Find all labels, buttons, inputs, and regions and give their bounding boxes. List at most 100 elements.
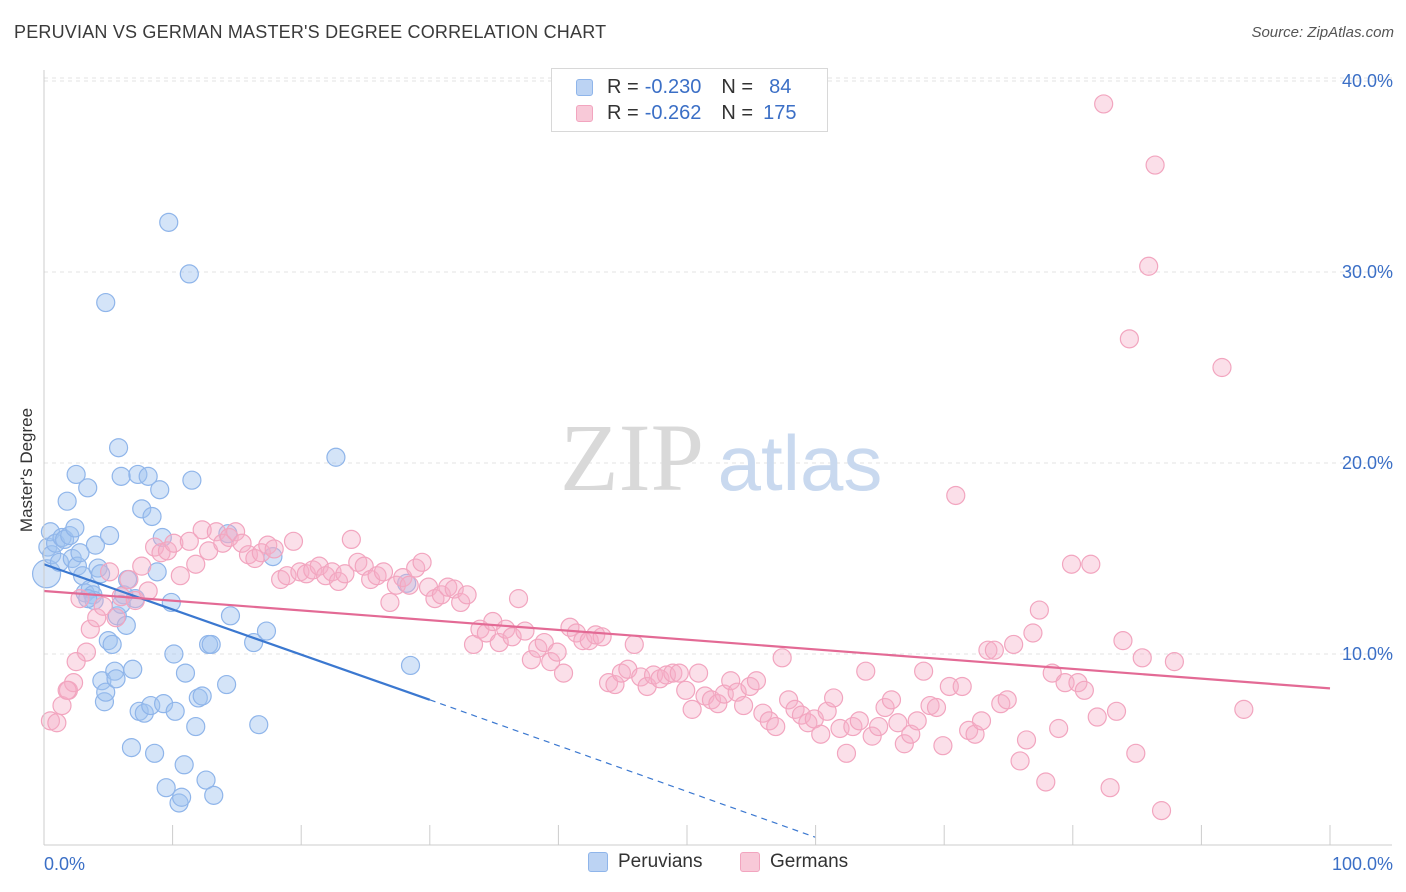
german-point xyxy=(708,694,728,714)
german-point xyxy=(170,566,190,586)
x-tick-label-1: 100.0% xyxy=(1332,854,1393,874)
german-point xyxy=(138,581,158,601)
german-point xyxy=(836,743,857,763)
german-point xyxy=(1106,701,1127,721)
german-point xyxy=(688,663,709,683)
german-point xyxy=(914,661,934,681)
german-point xyxy=(721,671,741,691)
german-point xyxy=(534,632,554,653)
german-point xyxy=(849,711,869,731)
german-point xyxy=(373,562,394,582)
peruvian-point xyxy=(134,703,154,723)
german-point xyxy=(1068,673,1088,693)
chart-title: PERUVIAN VS GERMAN MASTER'S DEGREE CORRE… xyxy=(14,22,607,42)
german-point xyxy=(1049,718,1069,739)
german-point xyxy=(592,627,612,647)
peruvian-point xyxy=(156,778,176,798)
peruvian-point xyxy=(182,470,202,490)
german-point xyxy=(515,621,535,641)
peruvian-point xyxy=(57,491,77,511)
series-label-germans: Germans xyxy=(770,851,849,872)
german-point xyxy=(192,520,212,540)
german-point xyxy=(952,676,972,697)
peruvian-point xyxy=(65,518,85,538)
german-point xyxy=(264,539,284,559)
german-point xyxy=(87,608,107,628)
series-legend-germans[interactable]: Germans xyxy=(740,851,848,873)
peruvian-point xyxy=(116,615,136,635)
german-point xyxy=(881,690,902,710)
peruvian-point xyxy=(85,535,106,555)
german-point xyxy=(1139,256,1159,276)
german-point xyxy=(669,663,689,683)
peruvian-point xyxy=(400,655,421,676)
german-point xyxy=(380,592,400,613)
peruvian-point xyxy=(92,671,112,691)
peruvian-trend-line xyxy=(43,563,431,701)
german-point xyxy=(80,619,100,639)
peruvian-point xyxy=(256,621,277,641)
german-point xyxy=(1023,623,1043,643)
german-point xyxy=(508,589,529,609)
y-tick-label-1: 20.0% xyxy=(1342,453,1393,473)
legend-n-value-germans: 175 xyxy=(763,101,797,124)
german-point xyxy=(47,713,67,733)
peruvian-point xyxy=(150,480,170,500)
german-point xyxy=(1151,801,1172,821)
peruvian-point xyxy=(123,659,143,679)
german-point xyxy=(1016,730,1037,750)
german-point xyxy=(1234,699,1254,719)
german-point xyxy=(277,566,297,586)
german-point xyxy=(186,554,206,574)
german-point xyxy=(251,543,271,563)
legend-n-label: N = xyxy=(721,75,754,98)
peruvian-point xyxy=(132,499,152,519)
axis-layer: 10.0% 20.0% 30.0% 40.0% 0.0% 100.0% xyxy=(43,70,1393,874)
peruvian-point xyxy=(174,755,194,775)
german-point xyxy=(894,734,914,754)
german-point xyxy=(888,713,908,733)
german-point xyxy=(791,705,812,725)
peruvian-point xyxy=(144,743,165,763)
peruvian-point xyxy=(201,634,221,655)
y-axis-label: Master's Degree xyxy=(17,407,36,533)
peruvian-point xyxy=(66,464,86,485)
german-point xyxy=(399,575,419,595)
german-point xyxy=(971,711,992,731)
peruvian-point xyxy=(94,692,115,712)
german-point xyxy=(553,663,574,683)
german-point xyxy=(412,552,432,572)
peruvian-point xyxy=(111,466,131,486)
german-point xyxy=(933,736,953,756)
german-point xyxy=(1145,155,1165,175)
german-point xyxy=(766,716,786,737)
german-point xyxy=(1010,751,1030,771)
peruvian-point xyxy=(49,552,70,572)
trend-layer xyxy=(43,563,1331,838)
german-point xyxy=(978,640,998,660)
watermark-atlas: atlas xyxy=(718,419,883,507)
peruvian-point xyxy=(99,525,120,546)
german-point xyxy=(328,571,349,592)
peruvian-point xyxy=(165,701,185,721)
legend-r-label: R = xyxy=(607,75,639,98)
peruvian-point xyxy=(196,770,216,790)
peruvian-point xyxy=(70,543,90,563)
series-swatch-peruvians xyxy=(588,852,608,872)
german-point xyxy=(862,726,882,746)
german-point xyxy=(946,485,966,506)
german-point xyxy=(1094,94,1114,114)
series-legend-peruvians[interactable]: Peruvians xyxy=(588,851,703,873)
peruvian-point xyxy=(153,694,174,714)
y-tick-label-2: 30.0% xyxy=(1342,262,1393,282)
german-point xyxy=(875,697,895,718)
german-point xyxy=(869,716,889,737)
german-point xyxy=(1132,648,1152,668)
german-point xyxy=(521,650,541,670)
german-point xyxy=(1164,652,1184,672)
german-point xyxy=(733,695,754,716)
peruvian-point xyxy=(326,447,346,467)
german-point xyxy=(63,673,84,693)
german-point xyxy=(1036,772,1056,792)
